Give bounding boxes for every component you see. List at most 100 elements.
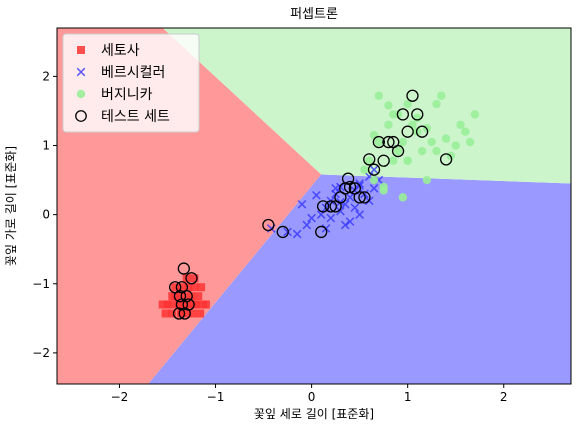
legend-marker [75, 110, 87, 122]
data-point-test-set [358, 191, 371, 204]
series-setosa [158, 274, 210, 318]
data-point-setosa [177, 309, 186, 318]
data-point-versicolor [336, 197, 345, 207]
data-point-versicolor [331, 184, 340, 193]
data-point-virginica [403, 156, 412, 165]
legend-label: 테스트 세트 [101, 109, 170, 125]
data-point-virginica [393, 146, 403, 156]
data-point-setosa [182, 309, 191, 318]
legend-marker [76, 89, 86, 99]
data-point-test-set [316, 200, 330, 213]
x-tick-label: 2 [500, 390, 508, 404]
legend-label: 세토사 [101, 43, 140, 59]
data-point-virginica [470, 110, 480, 119]
data-point-setosa [171, 292, 180, 301]
data-point-virginica [369, 175, 379, 185]
data-point-test-set [276, 225, 289, 239]
data-point-setosa [161, 309, 170, 318]
data-point-virginica [360, 165, 369, 174]
data-point-setosa [190, 283, 199, 292]
legend-label: 버지니카 [101, 87, 153, 103]
data-point-versicolor [312, 190, 321, 200]
data-point-versicolor [326, 213, 336, 223]
data-point-versicolor [355, 210, 364, 219]
data-point-setosa [177, 283, 186, 292]
data-point-setosa [192, 300, 201, 309]
data-point-virginica [432, 99, 441, 109]
data-point-test-set [173, 290, 187, 303]
plot-frame [56, 27, 572, 385]
y-axis-label: 꽃잎 가로 길이 [표준화] [4, 146, 18, 266]
data-point-virginica [389, 110, 398, 119]
data-point-virginica [408, 120, 417, 129]
data-point-test-set [367, 163, 381, 176]
data-point-versicolor [297, 199, 307, 209]
data-point-setosa [180, 292, 189, 301]
legend-box [62, 33, 200, 133]
data-point-virginica [379, 186, 388, 195]
data-point-virginica [389, 156, 398, 165]
data-point-test-set [353, 191, 366, 204]
data-point-virginica [374, 137, 384, 147]
data-point-virginica [427, 137, 436, 147]
data-point-virginica [437, 91, 446, 100]
data-point-versicolor [302, 220, 312, 230]
data-point-test-set [324, 200, 337, 213]
data-point-test-set [406, 89, 419, 102]
data-point-versicolor [283, 227, 292, 237]
data-point-virginica [369, 130, 379, 140]
data-point-test-set [177, 262, 190, 275]
data-point-test-set [343, 180, 357, 194]
data-point-versicolor [340, 220, 350, 230]
data-point-test-set [411, 108, 424, 121]
data-point-test-set [175, 298, 189, 311]
region-versicolor [148, 174, 572, 384]
data-point-versicolor [350, 203, 360, 213]
data-point-virginica [441, 134, 451, 143]
legend-item-test-set: 테스트 세트 [75, 109, 170, 125]
data-point-test-set [175, 281, 189, 294]
series-virginica [360, 91, 480, 202]
data-points [158, 89, 480, 320]
x-axis-label: 꽃잎 세로 길이 [표준화] [254, 407, 374, 421]
data-point-test-set [377, 154, 390, 167]
x-axis-ticks: −2 −1 0 1 2 [111, 384, 508, 404]
data-point-setosa [184, 300, 193, 309]
data-point-versicolor [369, 165, 379, 175]
data-point-test-set [185, 272, 198, 285]
data-point-setosa [168, 309, 177, 318]
data-point-virginica [417, 146, 427, 156]
data-point-virginica [413, 113, 422, 123]
data-point-setosa [175, 300, 184, 309]
x-tick-label: 0 [308, 390, 316, 404]
data-point-test-set [315, 225, 328, 239]
y-tick-label: −2 [32, 346, 50, 360]
y-tick-label: −1 [32, 277, 50, 291]
data-point-test-set [401, 125, 414, 138]
legend-item-versicolor: 베르시컬러 [76, 65, 165, 81]
y-tick-label: 0 [42, 208, 50, 222]
data-point-virginica [432, 146, 441, 156]
data-point-virginica [451, 141, 460, 150]
y-tick-label: 1 [42, 139, 50, 153]
data-point-virginica [365, 156, 374, 165]
data-point-virginica [374, 91, 384, 100]
data-point-virginica [465, 137, 475, 147]
y-axis-ticks: −2 −1 0 1 2 [32, 69, 57, 360]
legend-label: 베르시컬러 [101, 65, 165, 81]
data-point-virginica [456, 120, 465, 129]
data-point-virginica [422, 175, 432, 185]
data-point-setosa [197, 283, 206, 292]
data-point-setosa [184, 283, 193, 292]
data-point-test-set [172, 307, 186, 320]
data-point-setosa [187, 292, 196, 301]
data-point-versicolor [307, 213, 316, 223]
data-point-virginica [461, 127, 470, 136]
legend-item-virginica: 버지니카 [76, 87, 153, 103]
data-point-test-set [391, 144, 405, 158]
data-point-virginica [384, 120, 393, 129]
data-point-test-set [262, 218, 275, 232]
data-point-test-set [372, 135, 386, 149]
